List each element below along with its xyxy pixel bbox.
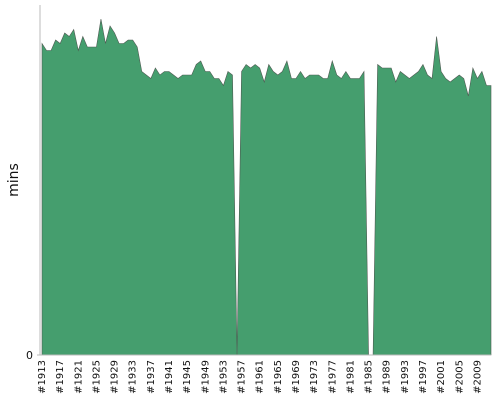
x-tick-label: #1993 <box>400 360 411 394</box>
x-tick-label: #1985 <box>364 360 375 394</box>
x-tick-label: #1941 <box>164 360 175 394</box>
x-tick-label: #1921 <box>73 360 84 394</box>
x-tick-label: #1949 <box>200 360 211 394</box>
x-tick-label: #1981 <box>345 360 356 394</box>
x-tick-label: #2001 <box>436 360 447 394</box>
x-tick-label: #1913 <box>37 360 48 394</box>
x-tick-label: #1925 <box>91 360 102 394</box>
y-axis-label: mins <box>6 163 22 197</box>
x-tick-label: #1961 <box>255 360 266 394</box>
x-tick-label: #1933 <box>128 360 139 394</box>
x-tick-label: #1977 <box>327 360 338 394</box>
x-tick-label: #1917 <box>55 360 66 394</box>
x-tick-label: #2009 <box>472 360 483 394</box>
x-tick-label: #1929 <box>110 360 121 394</box>
x-tick-label: #1997 <box>418 360 429 394</box>
x-tick-label: #1973 <box>309 360 320 394</box>
area <box>41 18 492 356</box>
x-tick-label: #1937 <box>146 360 157 394</box>
x-tick-label: #1965 <box>273 360 284 394</box>
x-tick-label: #1969 <box>291 360 302 394</box>
y-tick-label: 0 <box>26 349 33 362</box>
x-tick-label: #1945 <box>182 360 193 394</box>
x-tick-label: #2005 <box>454 360 465 394</box>
x-tick-label: #1957 <box>237 360 248 394</box>
x-tick-label: #1953 <box>218 360 229 394</box>
x-tick-label: #1989 <box>382 360 393 394</box>
